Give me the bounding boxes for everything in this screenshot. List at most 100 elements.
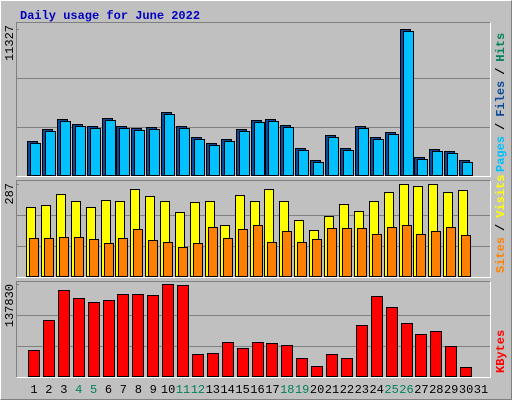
bar [430,331,442,377]
bar [282,231,292,277]
bar [415,334,427,377]
bar [73,298,85,377]
x-tick-label: 7 [120,383,127,397]
bar [89,239,99,277]
bar [178,247,188,277]
bar [58,290,70,377]
legend-separator: / [494,123,508,130]
bar [29,238,39,277]
bar [209,145,220,176]
chart-title: Daily usage for June 2022 [20,9,200,23]
bar [327,228,337,277]
bar [342,228,352,277]
x-tick-label: 30 [459,383,473,397]
bar [238,229,248,277]
bar [75,126,86,176]
bar [43,320,55,377]
x-tick-label: 27 [414,383,428,397]
bar [283,127,294,176]
bar [254,122,265,176]
bar [162,284,174,377]
x-tick-label: 2 [45,383,52,397]
bar [239,131,250,176]
x-tick-label: 31 [474,383,488,397]
bar [59,237,69,277]
x-tick-label: 18 [280,383,294,397]
bar [445,346,457,377]
bar [133,229,143,277]
bar [401,323,413,377]
x-tick-label: 4 [75,383,82,397]
bar [328,137,339,176]
bar [460,367,472,377]
bar [45,131,56,176]
series-legend: Pages / Files / Hits [494,33,508,172]
y-tick-label: 137830 [3,284,17,327]
bar [44,238,54,277]
bar [387,227,397,277]
legend-entry: KBytes [494,330,508,373]
x-tick-label: 28 [429,383,443,397]
bar [388,134,399,176]
x-tick-label: 15 [235,383,249,397]
legend-entry: Hits [494,33,508,62]
bar [402,225,412,277]
legend-entry: Sites [494,237,508,273]
bar [266,343,278,377]
series-legend: Sites / Visits [494,175,508,273]
bar [447,153,458,176]
bar [311,366,323,377]
y-tick-label: 11327 [3,25,17,61]
bar [358,128,369,176]
bar [90,128,101,176]
x-tick-label: 12 [191,383,205,397]
x-tick-label: 8 [135,383,142,397]
bar [326,354,338,377]
bar [341,358,353,377]
bar [164,114,175,176]
panel-border-dark [16,22,491,177]
bar [371,296,383,377]
x-tick-label: 13 [206,383,220,397]
bar [105,120,116,176]
x-tick-label: 21 [325,383,339,397]
panel-border-light [16,22,491,177]
bar [88,302,100,377]
y-tick-label: 287 [3,183,17,205]
bar [253,225,263,277]
bar [207,353,219,377]
legend-separator: / [494,224,508,231]
x-tick-label: 25 [384,383,398,397]
x-tick-label: 24 [369,383,383,397]
bar [237,348,249,377]
bar [446,227,456,277]
x-tick-label: 23 [355,383,369,397]
legend-separator: / [494,68,508,75]
bar [74,237,84,277]
x-tick-label: 11 [176,383,190,397]
x-tick-label: 22 [340,383,354,397]
bar [296,358,308,377]
bar [432,151,443,176]
bar [147,295,159,377]
legend-entry: Visits [494,175,508,218]
bar [103,300,115,377]
bar [179,128,190,176]
bar [60,121,71,176]
x-tick-label: 19 [295,383,309,397]
bar [267,242,277,277]
bar [312,239,322,277]
bar [373,139,384,176]
bar [403,31,414,176]
bar [281,345,293,377]
panel-border-light [16,281,491,378]
bar [343,150,354,176]
bar [148,240,158,277]
x-tick-label: 1 [30,383,37,397]
bar [117,294,129,377]
bar [30,143,41,176]
series-legend: KBytes [494,330,508,373]
bar [208,227,218,277]
bar [298,150,309,176]
